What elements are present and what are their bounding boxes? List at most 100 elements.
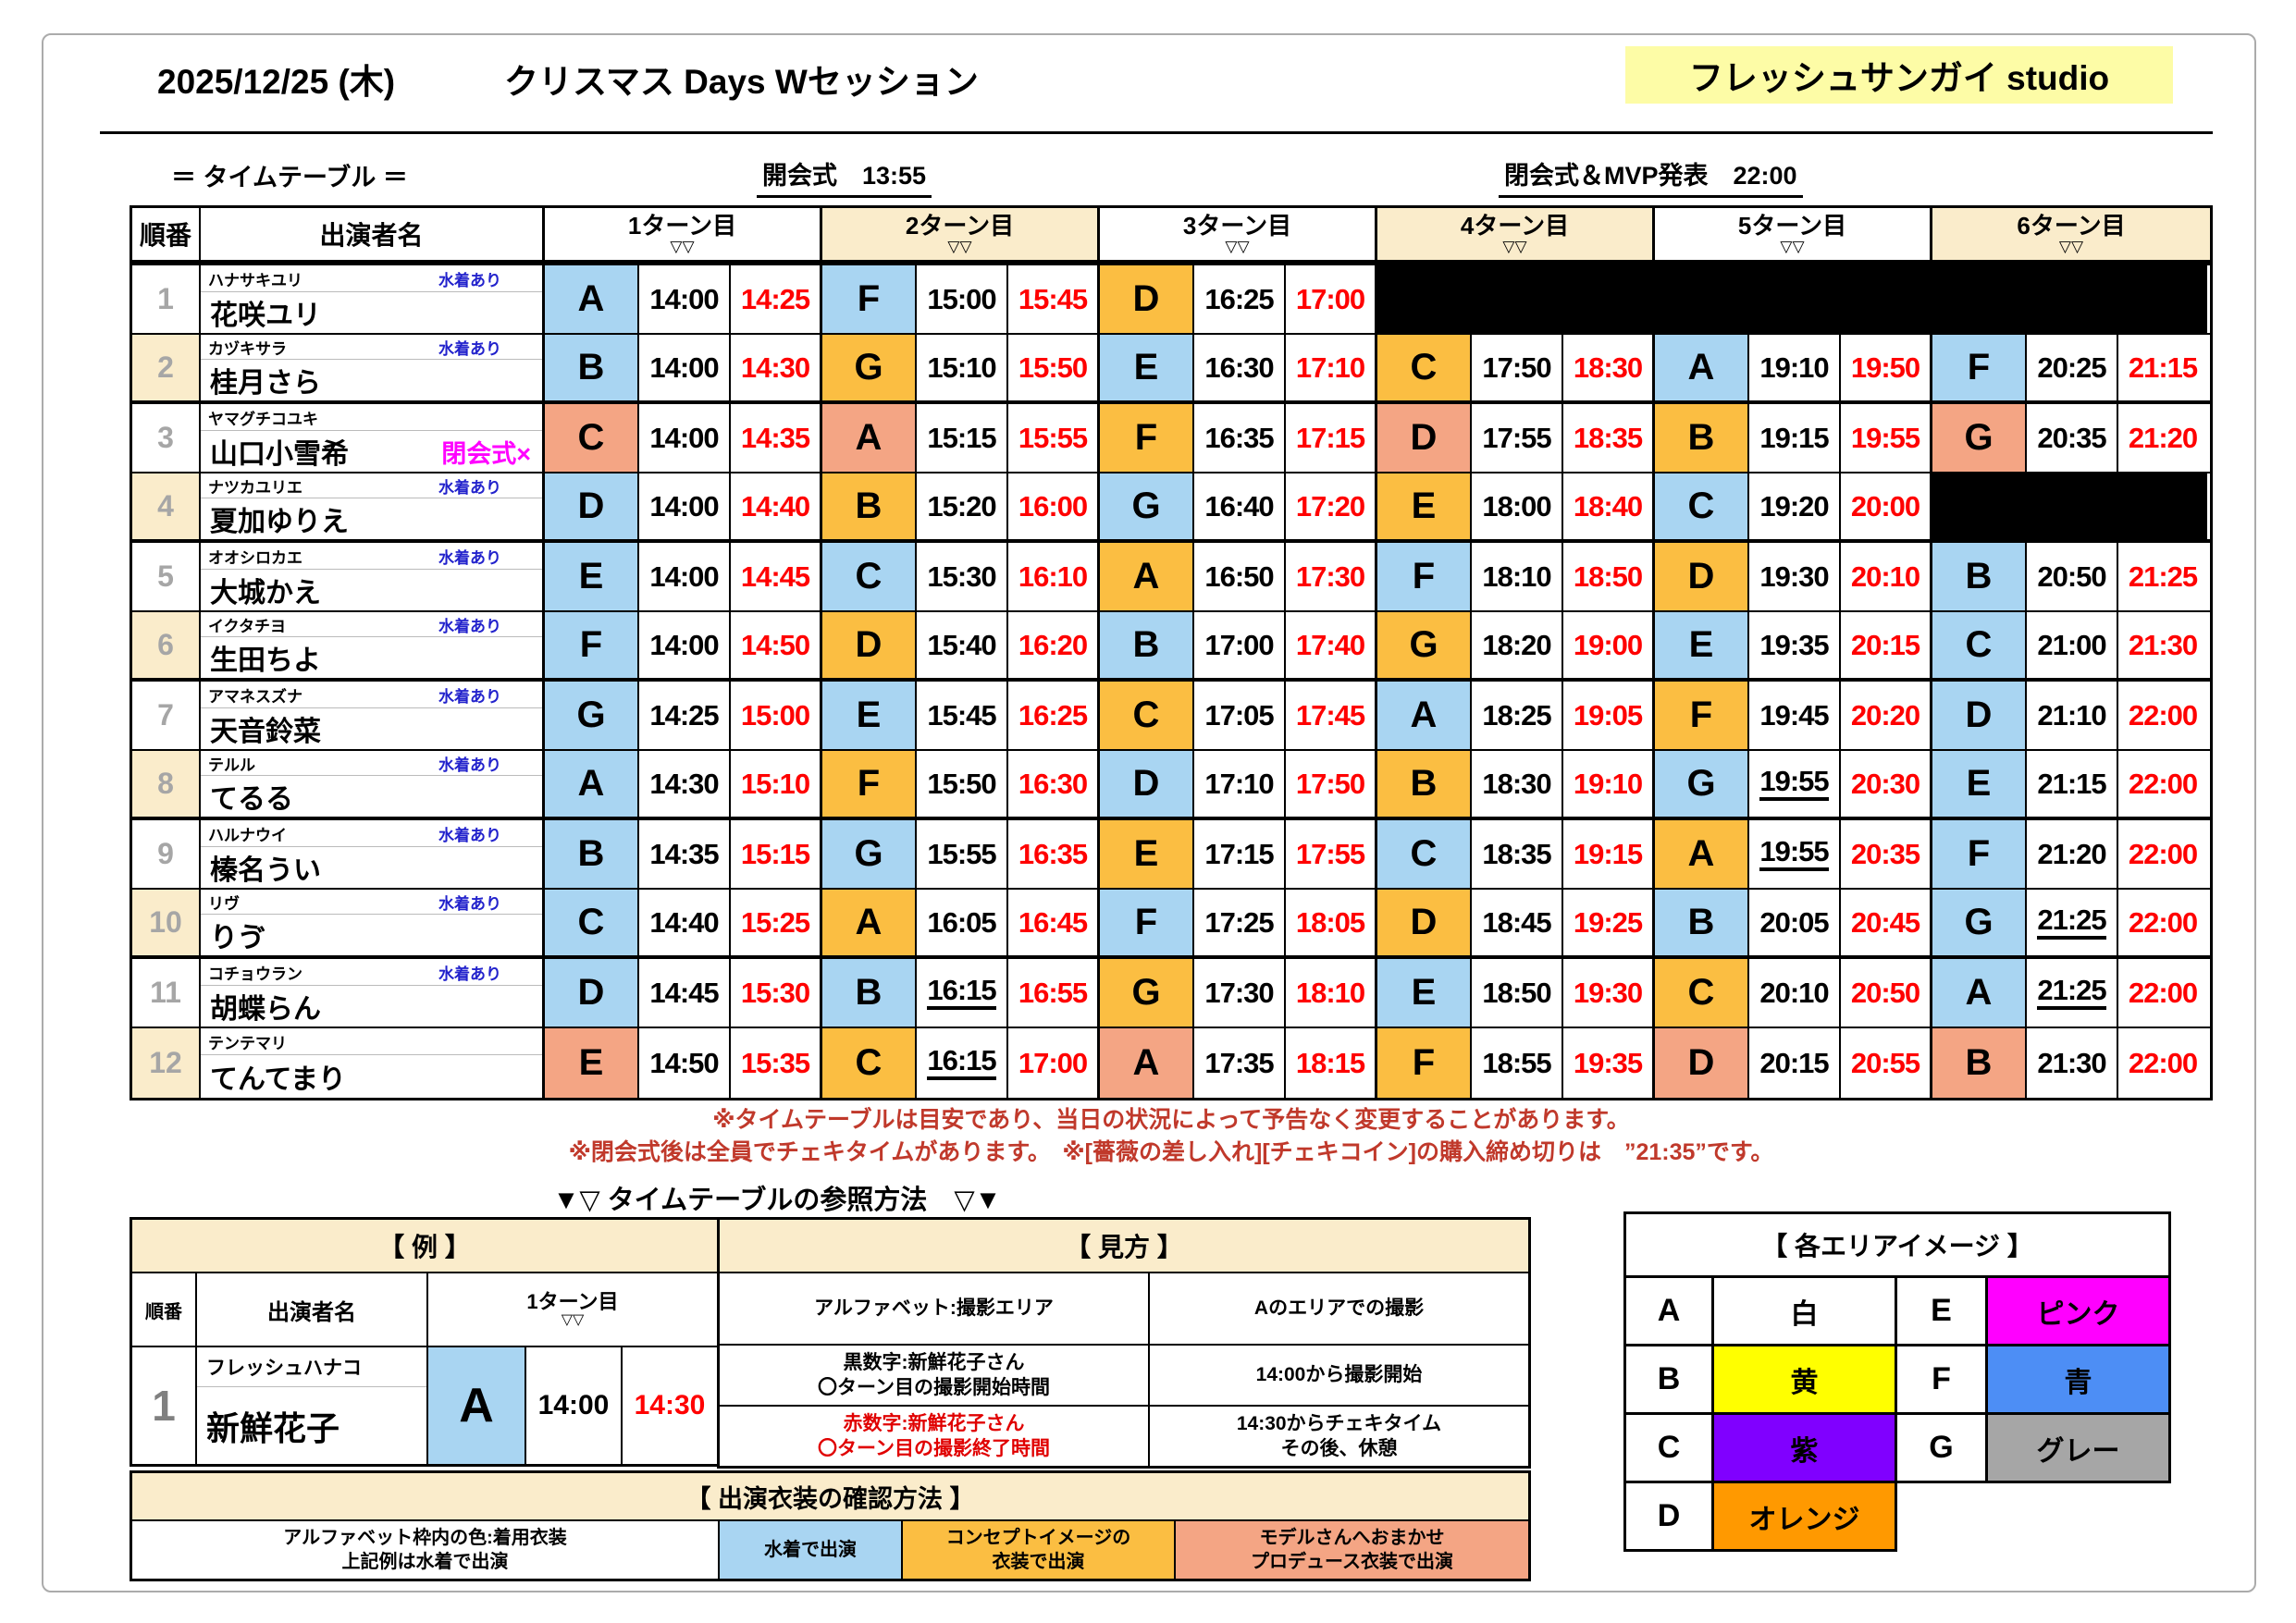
start-time-value: 18:10 (1482, 559, 1551, 593)
end-time: 19:35 (1563, 1028, 1652, 1098)
end-time: 22:00 (2118, 959, 2207, 1027)
end-time: 18:15 (1286, 1028, 1375, 1098)
end-time: 19:15 (1563, 820, 1652, 888)
turn-cell: B 19:15 19:55 (1655, 404, 1932, 472)
furigana-line: ナツカユリエ 水着あり (201, 473, 542, 498)
turn-cell: A 18:25 19:05 (1377, 682, 1655, 749)
shooting-area-letter: A (1655, 335, 1749, 400)
shooting-area-letter: B (1655, 404, 1749, 472)
shooting-area-letter: E (1932, 751, 2027, 817)
start-time-value: 19:30 (1759, 559, 1829, 593)
end-time-value: 19:35 (1573, 1046, 1643, 1079)
shooting-area-letter: A (1655, 820, 1749, 888)
timetable: 順番 出演者名 1ターン目 ▽▽ 2ターン目 ▽▽ 3ターン目 ▽▽ (130, 205, 2213, 1100)
end-time-value: 20:35 (1850, 837, 1920, 870)
end-time-value: 14:45 (740, 559, 810, 593)
start-time-value: 21:15 (2037, 767, 2106, 800)
turn-cell: E 15:45 16:25 (822, 682, 1100, 749)
turn-cells: E 14:00 14:45 C 15:30 16:10 A 16:50 17:3… (545, 543, 2210, 610)
end-time-value: 20:30 (1850, 767, 1920, 800)
end-time: 16:00 (1008, 473, 1097, 539)
turn-sub-label: ▽▽ (1225, 238, 1250, 256)
turn-cell: F 19:45 20:20 (1655, 682, 1932, 749)
area-color-label: 青 (1988, 1346, 2171, 1415)
performer-furigana: コチョウラン (208, 965, 302, 983)
start-time: 15:30 (917, 543, 1008, 610)
start-time-value: 14:45 (649, 976, 719, 1009)
start-time-value: 18:20 (1482, 628, 1551, 661)
shooting-area-letter: E (545, 543, 639, 610)
end-time-value: 19:50 (1850, 350, 1920, 384)
end-time: 17:45 (1286, 682, 1375, 749)
end-time-value: 16:45 (1018, 905, 1088, 939)
end-time-value: 15:15 (740, 837, 810, 870)
end-time: 21:20 (2118, 404, 2207, 472)
shooting-area-letter: D (822, 612, 917, 678)
end-time-value: 22:00 (2128, 698, 2198, 732)
performer-row: 8 テルル 水着あり てるる A 14:30 15:10 F (132, 751, 2210, 820)
name-line: 山口小雪希 閉会式× (201, 431, 542, 472)
start-time-value: 18:30 (1482, 767, 1551, 800)
end-time: 21:15 (2118, 335, 2207, 400)
performer-name: 桂月さら (210, 368, 321, 399)
end-time: 14:25 (731, 265, 820, 333)
turn-cell: F 15:00 15:45 (822, 265, 1100, 333)
end-time: 19:50 (1841, 335, 1930, 400)
shooting-area-letter: G (1932, 890, 2027, 955)
swimsuit-available-tag: 水着あり (438, 826, 501, 844)
end-time-value: 17:45 (1295, 698, 1365, 732)
shooting-area-letter: D (1932, 682, 2027, 749)
end-time: 16:55 (1008, 959, 1097, 1027)
shooting-area-letter: D (1100, 751, 1194, 817)
shooting-area-letter: D (1377, 404, 1472, 472)
end-time-value: 22:00 (2128, 837, 2198, 870)
start-time: 15:10 (917, 335, 1008, 400)
shooting-area-letter: A (1100, 543, 1194, 610)
turn-label: 4ターン目 (1460, 211, 1570, 240)
performer-name: 山口小雪希 (210, 439, 349, 470)
note-line-1: ※タイムテーブルは目安であり、当日の状況によって予告なく変更することがあります。 (712, 1107, 1630, 1133)
performer-furigana: アマネスズナ (208, 687, 302, 706)
turn-cells: A 14:00 14:25 F 15:00 15:45 D 16:25 17:0… (545, 265, 2210, 333)
start-time-value: 21:30 (2037, 1046, 2106, 1079)
performer-name: 天音鈴菜 (210, 717, 321, 747)
start-time-value: 14:00 (649, 489, 719, 523)
shooting-area-letter: F (1100, 890, 1194, 955)
turn-header: 2ターン目 ▽▽ (822, 208, 1100, 260)
start-time: 16:25 (1194, 265, 1286, 333)
turn-headers: 1ターン目 ▽▽ 2ターン目 ▽▽ 3ターン目 ▽▽ 4ターン目 ▽▽ (545, 208, 2210, 260)
end-time-value: 20:50 (1850, 976, 1920, 1009)
start-time: 17:10 (1194, 751, 1286, 817)
start-time-value: 14:00 (649, 559, 719, 593)
turn-cell (1655, 265, 1932, 333)
turn-header: 6ターン目 ▽▽ (1932, 208, 2210, 260)
start-time-value: 17:10 (1204, 767, 1274, 800)
swimsuit-available-tag: 水着あり (438, 548, 501, 567)
start-time-value: 21:25 (2037, 975, 2107, 1011)
end-time: 14:40 (731, 473, 820, 539)
howto-row: アルファベット:撮影エリア Aのエリアでの撮影 (720, 1273, 1528, 1346)
end-time: 15:10 (731, 751, 820, 817)
example-furigana: フレッシュハナコ (197, 1347, 426, 1387)
studio-name-badge: フレッシュサンガイ studio (1625, 46, 2173, 104)
end-time-value: 22:00 (2128, 905, 2198, 939)
furigana-line: ヤマグチコユキ (201, 404, 542, 431)
shooting-area-letter (1655, 265, 1749, 333)
performer-furigana: ナツカユリエ (208, 478, 302, 497)
performer-name-cell: ナツカユリエ 水着あり 夏加ゆりえ (201, 473, 545, 539)
end-time-value: 17:40 (1295, 628, 1365, 661)
shooting-area-letter: B (1377, 751, 1472, 817)
shooting-area-letter: D (1377, 890, 1472, 955)
turn-cell: B 14:00 14:30 (545, 335, 822, 400)
reference-section-title: ▼▽ タイムテーブルの参照方法 ▽▼ (552, 1186, 1002, 1215)
performer-row: 1 ハナサキユリ 水着あり 花咲ユリ A 14:00 14:25 F (132, 265, 2210, 335)
start-time: 18:35 (1472, 820, 1563, 888)
performer-name-cell: コチョウラン 水着あり 胡蝶らん (201, 959, 545, 1027)
start-time: 21:15 (2027, 751, 2118, 817)
howto-header: 【 見方 】 (720, 1220, 1528, 1273)
turn-cell: C 15:30 16:10 (822, 543, 1100, 610)
performer-furigana: テルル (208, 756, 255, 774)
example-name-header: 出演者名 (197, 1273, 428, 1346)
turn-cell: G 16:40 17:20 (1100, 473, 1377, 539)
turn-cell: B 20:05 20:45 (1655, 890, 1932, 955)
